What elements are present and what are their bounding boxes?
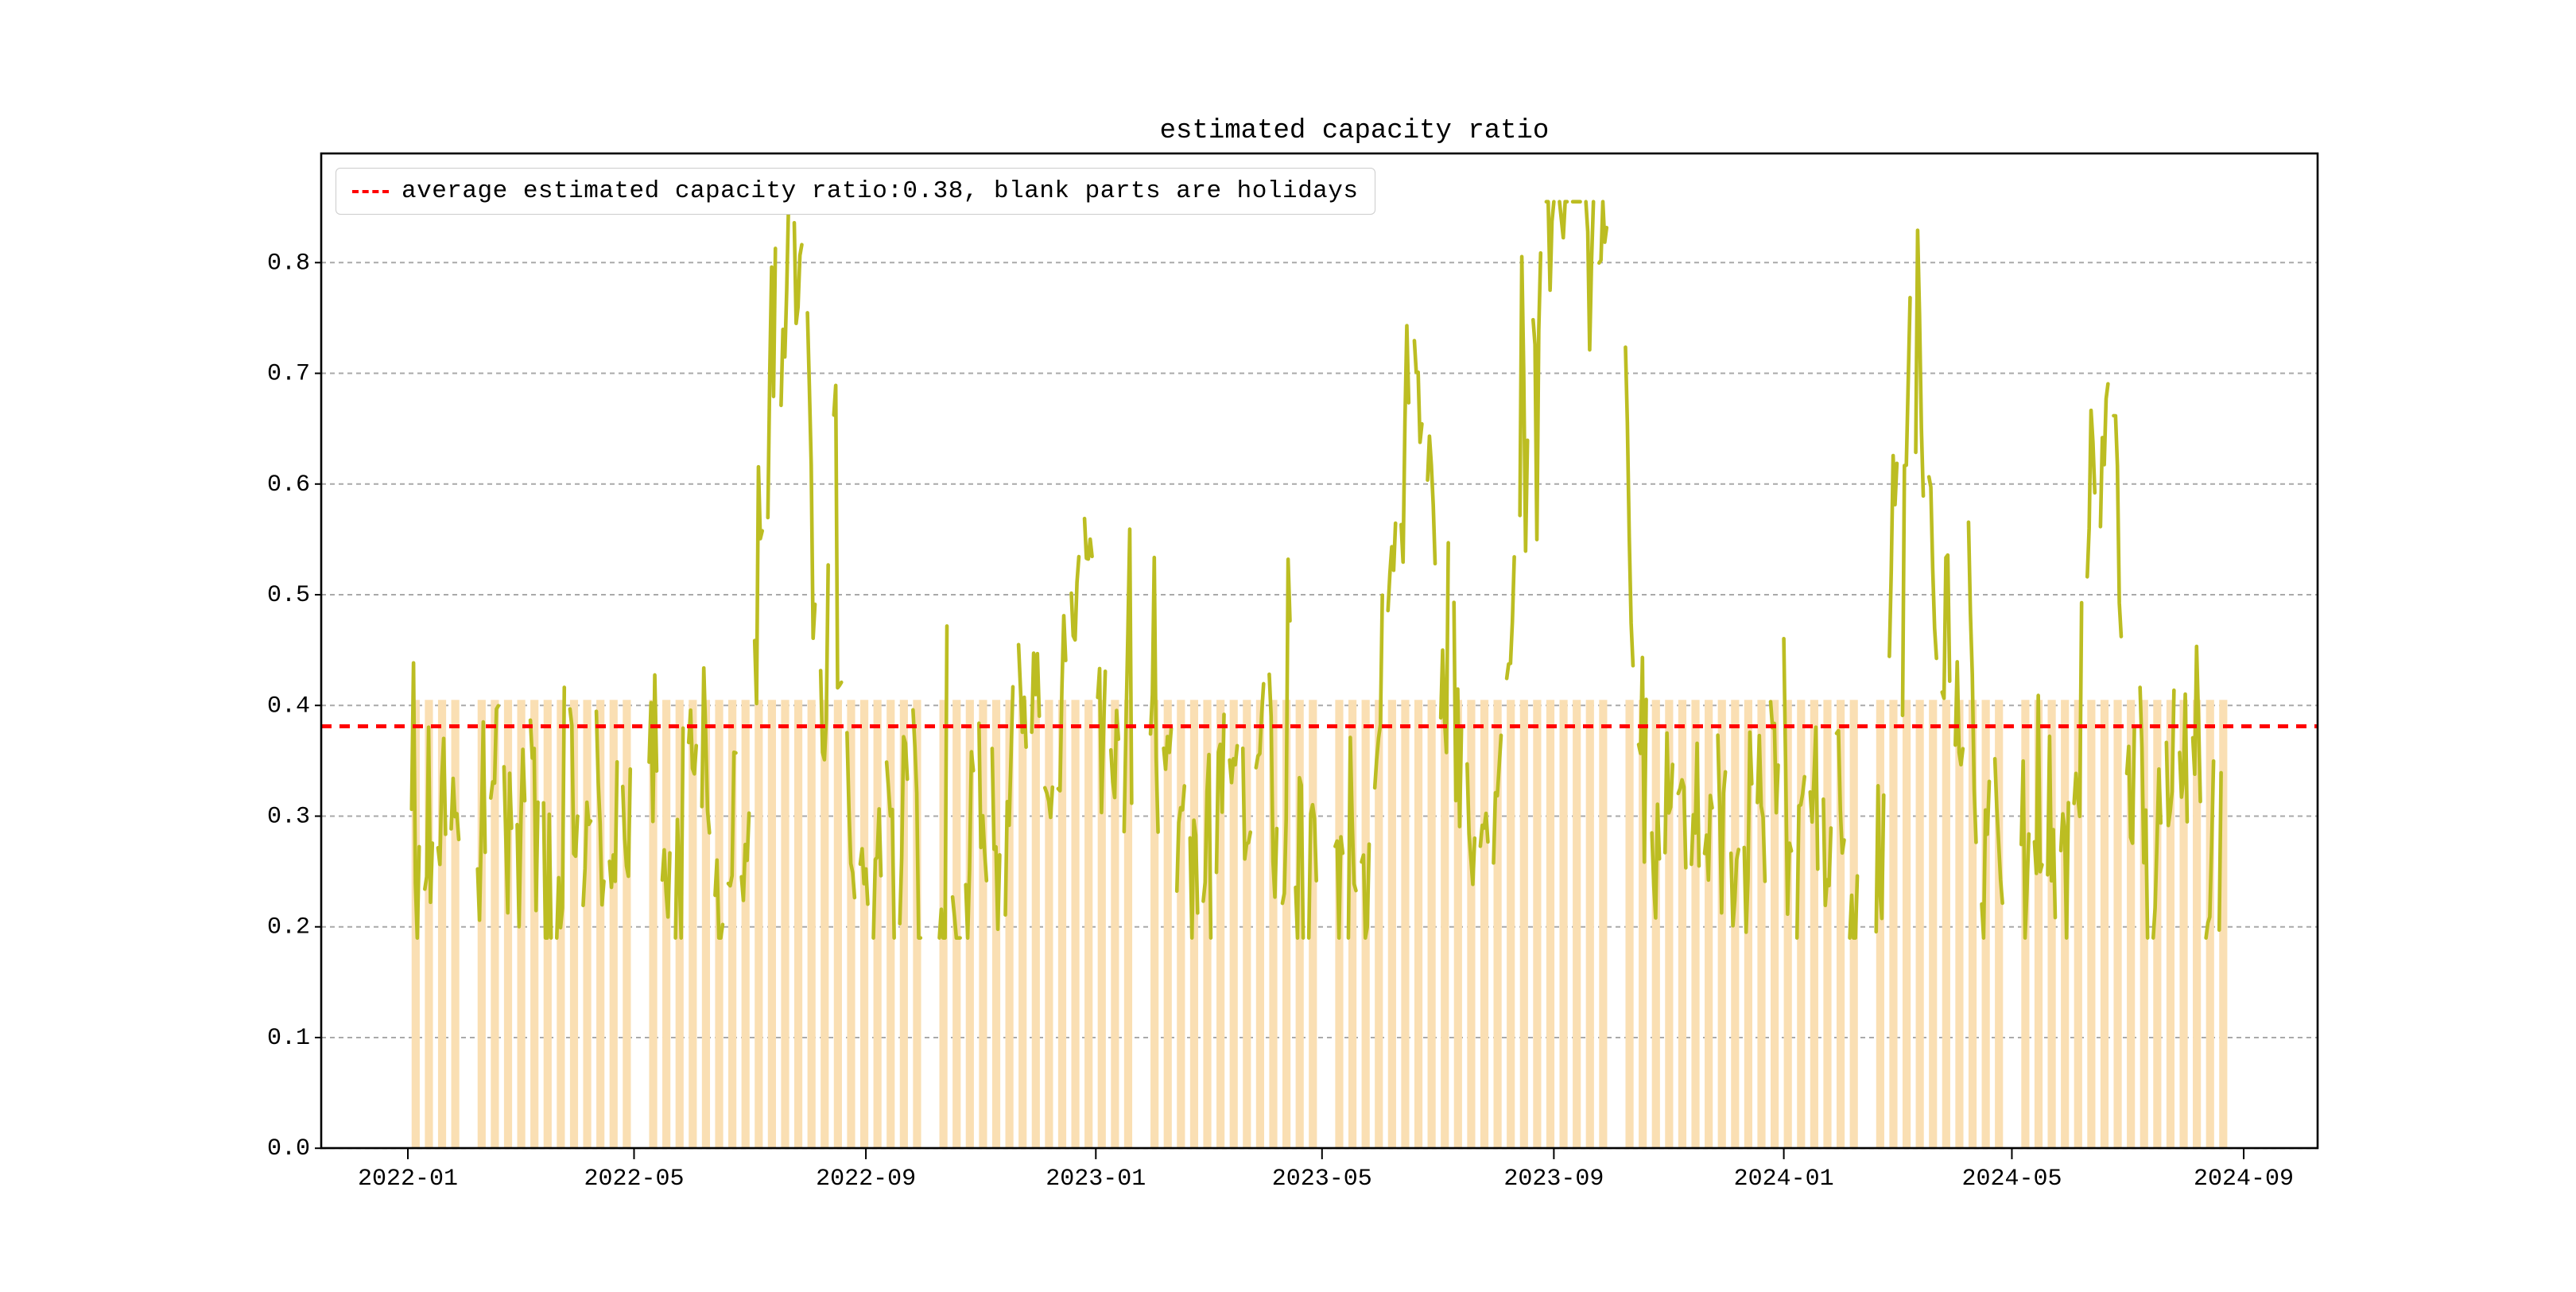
svg-text:2024-05: 2024-05	[1961, 1166, 2062, 1193]
svg-text:2024-09: 2024-09	[2194, 1166, 2294, 1193]
svg-text:2022-01: 2022-01	[358, 1166, 458, 1193]
svg-text:0.3: 0.3	[267, 803, 310, 830]
svg-text:2022-05: 2022-05	[584, 1166, 684, 1193]
svg-text:2023-05: 2023-05	[1272, 1166, 1372, 1193]
svg-text:0.6: 0.6	[267, 471, 310, 499]
svg-text:2022-09: 2022-09	[816, 1166, 916, 1193]
svg-text:0.8: 0.8	[267, 250, 310, 277]
svg-text:0.5: 0.5	[267, 582, 310, 609]
svg-text:2023-09: 2023-09	[1503, 1166, 1604, 1193]
svg-text:2024-01: 2024-01	[1734, 1166, 1834, 1193]
svg-text:0.0: 0.0	[267, 1135, 310, 1162]
svg-text:0.2: 0.2	[267, 914, 310, 941]
svg-text:2023-01: 2023-01	[1046, 1166, 1146, 1193]
svg-text:0.1: 0.1	[267, 1025, 310, 1052]
svg-text:0.4: 0.4	[267, 693, 310, 720]
svg-text:0.7: 0.7	[267, 361, 310, 388]
svg-text:estimated capacity ratio: estimated capacity ratio	[1160, 116, 1550, 146]
